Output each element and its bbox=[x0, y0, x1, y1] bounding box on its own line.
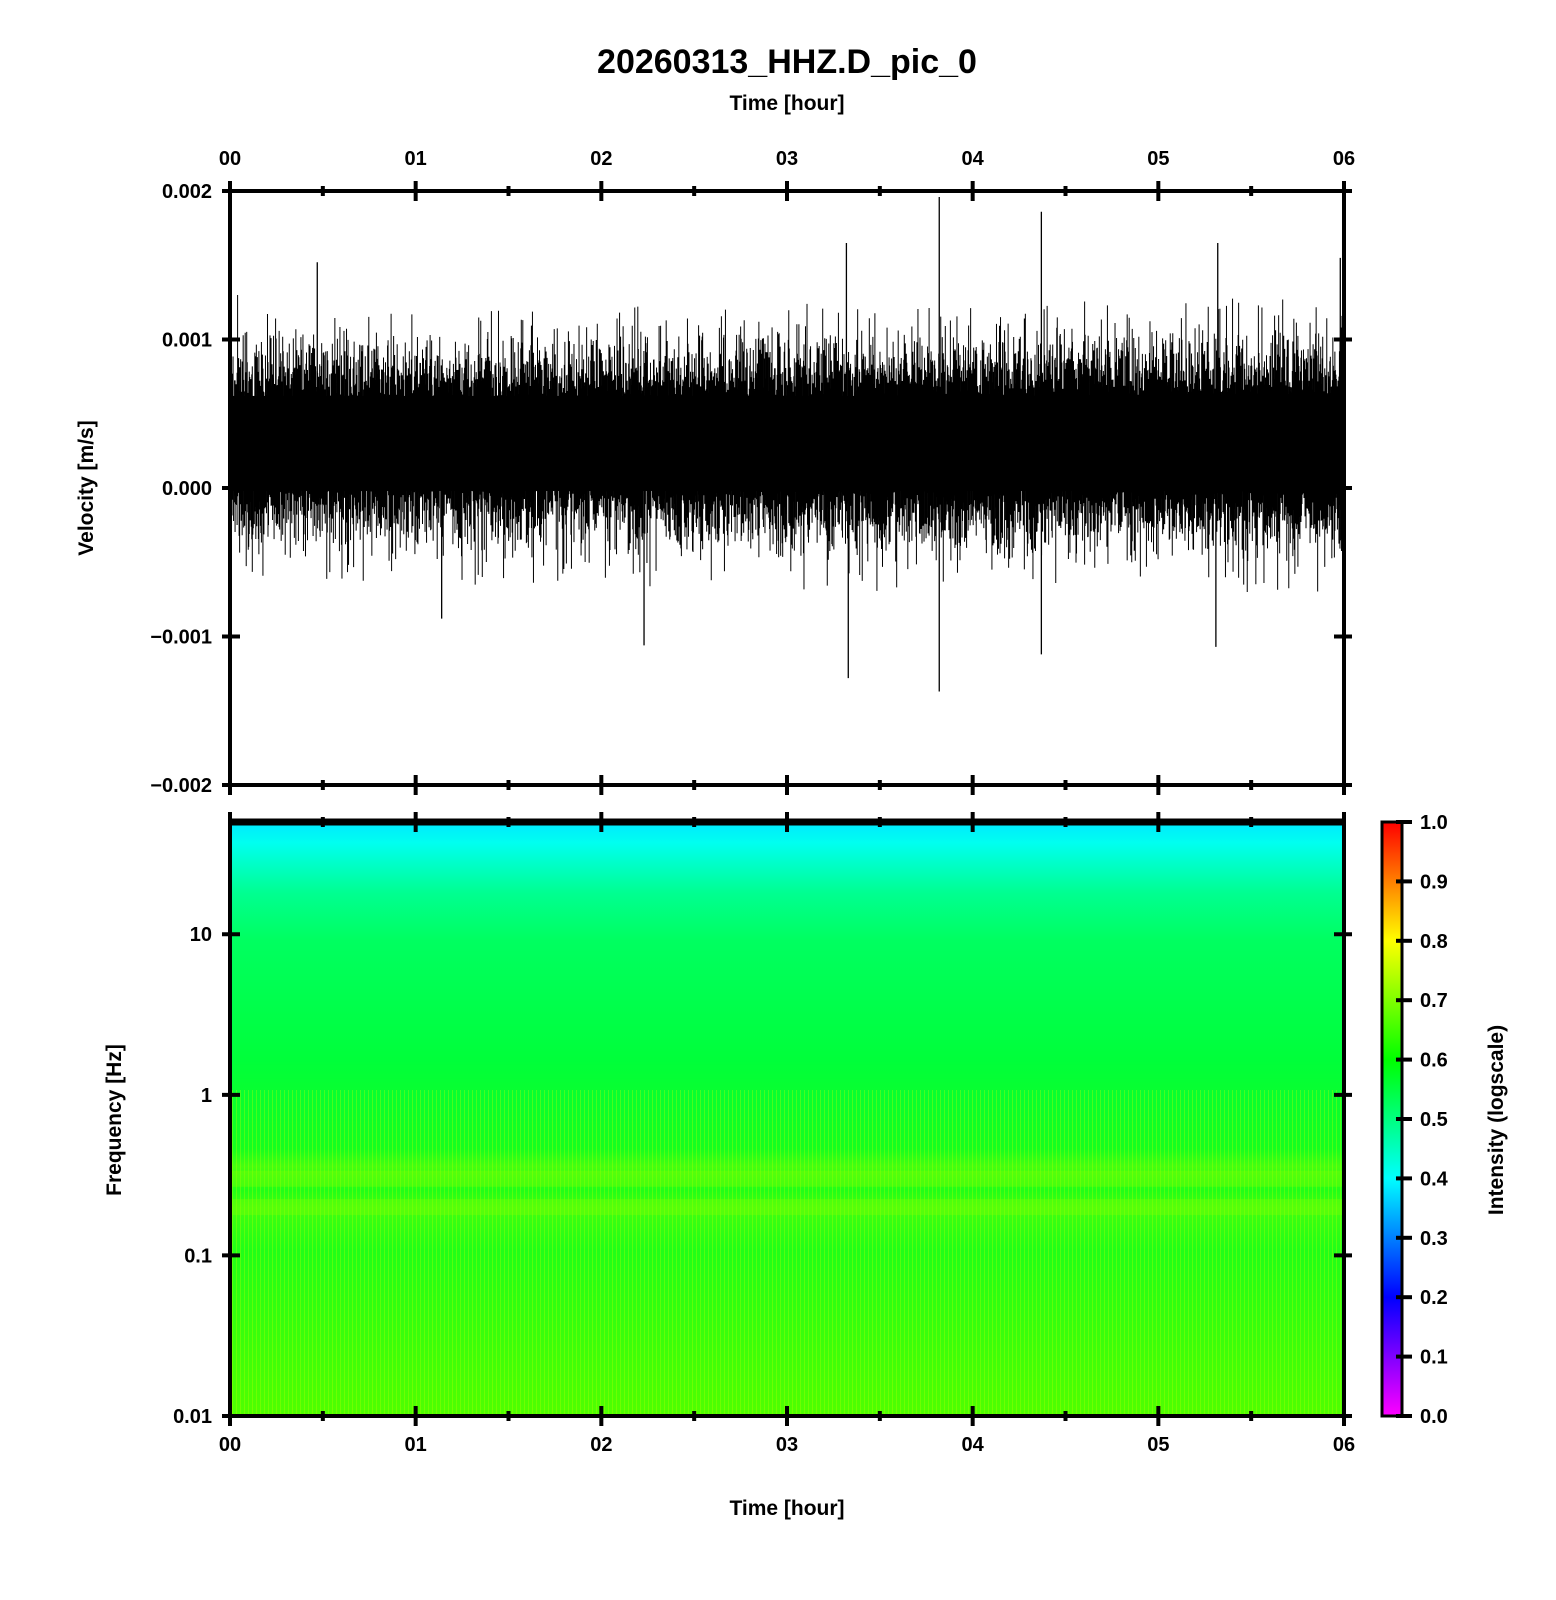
velocity-trace bbox=[229, 196, 1345, 692]
colorbar-label: Intensity (logscale) bbox=[1485, 1025, 1508, 1215]
spectrogram-band-5 bbox=[230, 1199, 1344, 1216]
x-tick-label: 06 bbox=[1333, 148, 1355, 170]
x-tick-label: 04 bbox=[962, 1434, 985, 1456]
chart-title: 20260313_HHZ.D_pic_0 bbox=[597, 43, 977, 81]
y-tick-label: −0.002 bbox=[150, 775, 212, 797]
colorbar-tick-label: 0.3 bbox=[1420, 1228, 1448, 1250]
freq-tick-label: 1 bbox=[201, 1085, 212, 1107]
x-tick-label: 05 bbox=[1147, 1434, 1169, 1456]
colorbar-tick-label: 0.8 bbox=[1420, 931, 1448, 953]
colorbar-tick-label: 0.0 bbox=[1420, 1406, 1448, 1428]
trace-core bbox=[230, 395, 1344, 491]
colorbar-tick-label: 0.1 bbox=[1420, 1347, 1448, 1369]
x-tick-label: 03 bbox=[776, 148, 798, 170]
freq-tick-label: 0.1 bbox=[184, 1245, 212, 1267]
seismogram-panel: 00 01 02 03 04 05 06 0.002 0.001 0.000 −0.001 −0.0… bbox=[75, 148, 1355, 797]
spectrogram-panel: 00 01 02 03 04 05 06 10 1 0.1 0.01 Frequency [Hz]… bbox=[103, 812, 1355, 1520]
frequency-y-axis-ticks: 10 1 0.1 0.01 bbox=[173, 924, 1352, 1428]
colorbar-tick-label: 0.6 bbox=[1420, 1050, 1448, 1072]
velocity-y-axis-ticks: 0.002 0.001 0.000 −0.001 −0.002 bbox=[150, 181, 1352, 797]
colorbar-tick-label: 0.7 bbox=[1420, 990, 1448, 1012]
frequency-axis-label: Frequency [Hz] bbox=[103, 1044, 126, 1196]
top-x-axis-ticks: 00 01 02 03 04 05 06 bbox=[219, 148, 1355, 201]
spectrogram-band-4 bbox=[230, 1170, 1344, 1187]
x-tick-label: 02 bbox=[590, 148, 612, 170]
x-tick-label: 01 bbox=[405, 148, 427, 170]
x-tick-label: 02 bbox=[590, 1434, 612, 1456]
y-tick-label: 0.000 bbox=[162, 478, 212, 500]
y-tick-label: −0.001 bbox=[150, 627, 212, 649]
top-x-axis-label: Time [hour] bbox=[729, 92, 844, 115]
colorbar-tick-label: 0.9 bbox=[1420, 871, 1448, 893]
x-tick-label: 06 bbox=[1333, 1434, 1355, 1456]
x-tick-label: 05 bbox=[1147, 148, 1169, 170]
colorbar-ticks: 1.0 0.9 0.8 0.7 0.6 0.5 0.4 0.3 0.2 0.1 0.0 bbox=[1396, 812, 1449, 1428]
x-tick-label: 01 bbox=[405, 1434, 427, 1456]
colorbar-tick-label: 0.4 bbox=[1420, 1168, 1449, 1190]
y-tick-label: 0.001 bbox=[162, 330, 212, 352]
x-tick-label: 04 bbox=[962, 148, 985, 170]
freq-tick-label: 0.01 bbox=[173, 1406, 212, 1428]
colorbar-tick-label: 0.2 bbox=[1420, 1287, 1448, 1309]
y-tick-label: 0.002 bbox=[162, 181, 212, 203]
spectrogram-texture bbox=[230, 1090, 1344, 1416]
colorbar-tick-label: 1.0 bbox=[1420, 812, 1448, 834]
velocity-axis-label: Velocity [m/s] bbox=[75, 420, 98, 555]
bottom-x-axis-label: Time [hour] bbox=[729, 1497, 844, 1520]
seismogram-frame bbox=[228, 189, 1346, 787]
colorbar: 1.0 0.9 0.8 0.7 0.6 0.5 0.4 0.3 0.2 0.1 0.0 Intens… bbox=[1380, 812, 1508, 1428]
freq-tick-label: 10 bbox=[190, 924, 212, 946]
x-tick-label: 00 bbox=[219, 1434, 241, 1456]
x-tick-label: 00 bbox=[219, 148, 241, 170]
colorbar-tick-label: 0.5 bbox=[1420, 1109, 1448, 1131]
x-tick-label: 03 bbox=[776, 1434, 798, 1456]
spectrogram-bands bbox=[230, 1170, 1344, 1216]
